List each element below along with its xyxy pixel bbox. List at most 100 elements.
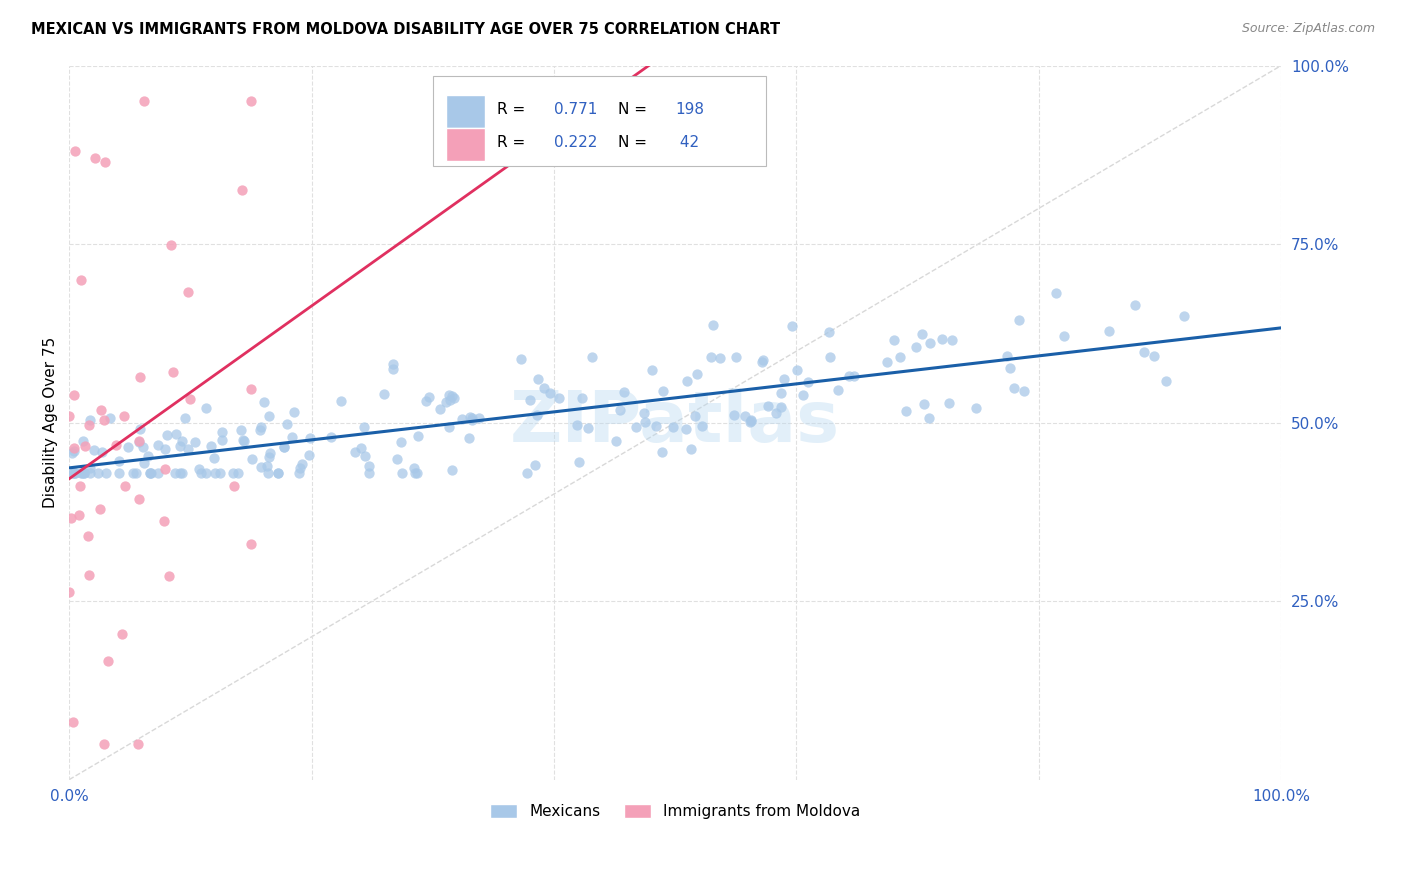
Point	[249, 423, 271, 437]
Point	[548, 391, 571, 405]
Point	[195, 401, 218, 415]
Point	[385, 452, 408, 467]
Point	[63, 444, 86, 458]
Point	[460, 410, 482, 425]
Point	[139, 466, 162, 480]
Point	[231, 423, 253, 437]
Point	[129, 369, 152, 384]
Point	[232, 434, 254, 448]
Point	[571, 391, 593, 405]
Point	[408, 429, 430, 443]
Point	[818, 351, 841, 365]
Point	[609, 403, 631, 417]
Point	[740, 415, 762, 429]
Point	[122, 466, 145, 480]
Point	[162, 365, 184, 379]
Point	[319, 430, 342, 444]
Point	[838, 368, 860, 383]
Point	[232, 433, 254, 447]
Text: 42: 42	[675, 136, 699, 150]
Point	[222, 466, 245, 480]
Text: MEXICAN VS IMMIGRANTS FROM MOLDOVA DISABILITY AGE OVER 75 CORRELATION CHART: MEXICAN VS IMMIGRANTS FROM MOLDOVA DISAB…	[31, 22, 780, 37]
Point	[652, 384, 675, 398]
Point	[350, 441, 373, 455]
Text: 198: 198	[675, 103, 704, 118]
Point	[876, 355, 898, 369]
Point	[97, 654, 120, 668]
Point	[208, 466, 231, 480]
Point	[567, 455, 589, 469]
Point	[581, 350, 603, 364]
Point	[90, 403, 112, 417]
Point	[77, 528, 100, 542]
Point	[91, 444, 114, 458]
Text: R =: R =	[496, 136, 530, 150]
Point	[1002, 382, 1025, 396]
Point	[273, 440, 295, 454]
Point	[675, 421, 697, 435]
Point	[93, 413, 115, 427]
Point	[645, 418, 668, 433]
Point	[60, 510, 83, 524]
Point	[89, 501, 111, 516]
Point	[62, 441, 84, 455]
Point	[344, 445, 367, 459]
Point	[276, 417, 298, 431]
Point	[146, 438, 169, 452]
Point	[405, 466, 427, 480]
Point	[108, 466, 131, 480]
Point	[94, 466, 117, 480]
Point	[451, 411, 474, 425]
Point	[931, 332, 953, 346]
Point	[69, 478, 91, 492]
Point	[1133, 345, 1156, 359]
Point	[298, 431, 321, 445]
Point	[740, 412, 762, 426]
Point	[79, 466, 101, 480]
Point	[177, 442, 200, 457]
Point	[153, 461, 176, 475]
Point	[226, 466, 249, 480]
Point	[457, 431, 479, 445]
Point	[440, 389, 463, 403]
Point	[67, 508, 90, 523]
Point	[77, 567, 100, 582]
Point	[70, 466, 93, 480]
Point	[439, 388, 461, 402]
Point	[283, 405, 305, 419]
Point	[1008, 312, 1031, 326]
Point	[132, 440, 155, 454]
Point	[257, 409, 280, 423]
Point	[576, 420, 599, 434]
Point	[240, 95, 263, 109]
Point	[65, 466, 87, 480]
Text: Source: ZipAtlas.com: Source: ZipAtlas.com	[1241, 22, 1375, 36]
Text: 0.222: 0.222	[554, 136, 598, 150]
Point	[758, 399, 780, 413]
Point	[128, 491, 150, 506]
Point	[211, 425, 233, 440]
Point	[773, 372, 796, 386]
Point	[69, 466, 91, 480]
Point	[62, 466, 84, 480]
Point	[382, 357, 405, 371]
Point	[138, 466, 160, 480]
Point	[468, 411, 491, 425]
Point	[1053, 329, 1076, 343]
Point	[353, 420, 375, 434]
Point	[112, 409, 135, 424]
Point	[73, 466, 96, 480]
Point	[231, 183, 253, 197]
Text: R =: R =	[496, 103, 530, 118]
Point	[725, 351, 748, 365]
Point	[211, 434, 233, 448]
Point	[894, 403, 917, 417]
Point	[391, 466, 413, 480]
Point	[146, 466, 169, 480]
Point	[441, 463, 464, 477]
Point	[128, 434, 150, 448]
Point	[415, 393, 437, 408]
Point	[170, 466, 193, 480]
Point	[938, 396, 960, 410]
Point	[94, 154, 117, 169]
